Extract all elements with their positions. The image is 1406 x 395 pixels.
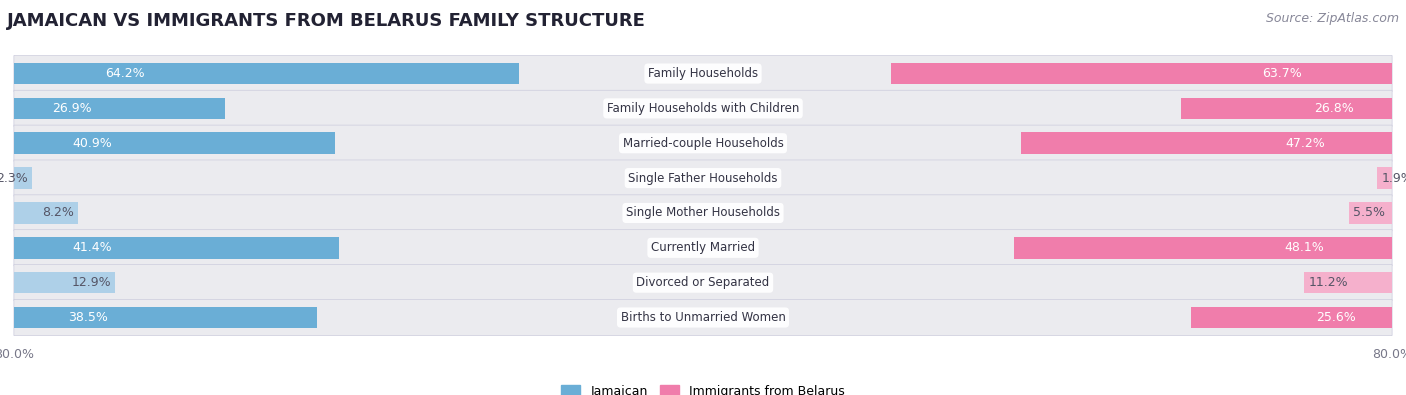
Bar <box>14 132 336 154</box>
Text: 40.9%: 40.9% <box>72 137 111 150</box>
Text: 25.6%: 25.6% <box>1316 311 1355 324</box>
Text: 63.7%: 63.7% <box>1263 67 1302 80</box>
Text: 38.5%: 38.5% <box>69 311 108 324</box>
Legend: Jamaican, Immigrants from Belarus: Jamaican, Immigrants from Belarus <box>557 380 849 395</box>
Bar <box>14 307 316 328</box>
FancyBboxPatch shape <box>14 160 1392 196</box>
Text: Family Households with Children: Family Households with Children <box>607 102 799 115</box>
Text: Single Mother Households: Single Mother Households <box>626 207 780 220</box>
FancyBboxPatch shape <box>14 299 1392 336</box>
Text: 41.4%: 41.4% <box>73 241 112 254</box>
FancyBboxPatch shape <box>14 55 1392 92</box>
Text: Currently Married: Currently Married <box>651 241 755 254</box>
Bar <box>1014 237 1392 259</box>
Bar <box>14 167 32 189</box>
Text: 26.9%: 26.9% <box>52 102 91 115</box>
Bar <box>1376 167 1392 189</box>
Bar <box>1021 132 1392 154</box>
Bar <box>1303 272 1392 293</box>
Text: 2.3%: 2.3% <box>0 171 28 184</box>
Bar <box>1191 307 1392 328</box>
FancyBboxPatch shape <box>14 125 1392 162</box>
Text: 8.2%: 8.2% <box>42 207 75 220</box>
Bar <box>14 63 519 85</box>
Text: Divorced or Separated: Divorced or Separated <box>637 276 769 289</box>
Text: JAMAICAN VS IMMIGRANTS FROM BELARUS FAMILY STRUCTURE: JAMAICAN VS IMMIGRANTS FROM BELARUS FAMI… <box>7 12 645 30</box>
Bar <box>14 237 339 259</box>
Text: 11.2%: 11.2% <box>1308 276 1348 289</box>
Bar <box>14 272 115 293</box>
Bar <box>14 98 225 119</box>
Text: 1.9%: 1.9% <box>1381 171 1406 184</box>
Text: 5.5%: 5.5% <box>1353 207 1385 220</box>
Text: 12.9%: 12.9% <box>72 276 111 289</box>
Text: Source: ZipAtlas.com: Source: ZipAtlas.com <box>1265 12 1399 25</box>
FancyBboxPatch shape <box>14 229 1392 266</box>
Text: Single Father Households: Single Father Households <box>628 171 778 184</box>
Text: 64.2%: 64.2% <box>105 67 145 80</box>
Text: Married-couple Households: Married-couple Households <box>623 137 783 150</box>
FancyBboxPatch shape <box>14 195 1392 231</box>
Bar <box>1181 98 1392 119</box>
FancyBboxPatch shape <box>14 90 1392 126</box>
Bar <box>1348 202 1392 224</box>
Text: Births to Unmarried Women: Births to Unmarried Women <box>620 311 786 324</box>
Text: 26.8%: 26.8% <box>1315 102 1354 115</box>
Bar <box>14 202 79 224</box>
Bar <box>891 63 1392 85</box>
Text: Family Households: Family Households <box>648 67 758 80</box>
FancyBboxPatch shape <box>14 265 1392 301</box>
Text: 48.1%: 48.1% <box>1284 241 1324 254</box>
Text: 47.2%: 47.2% <box>1285 137 1326 150</box>
